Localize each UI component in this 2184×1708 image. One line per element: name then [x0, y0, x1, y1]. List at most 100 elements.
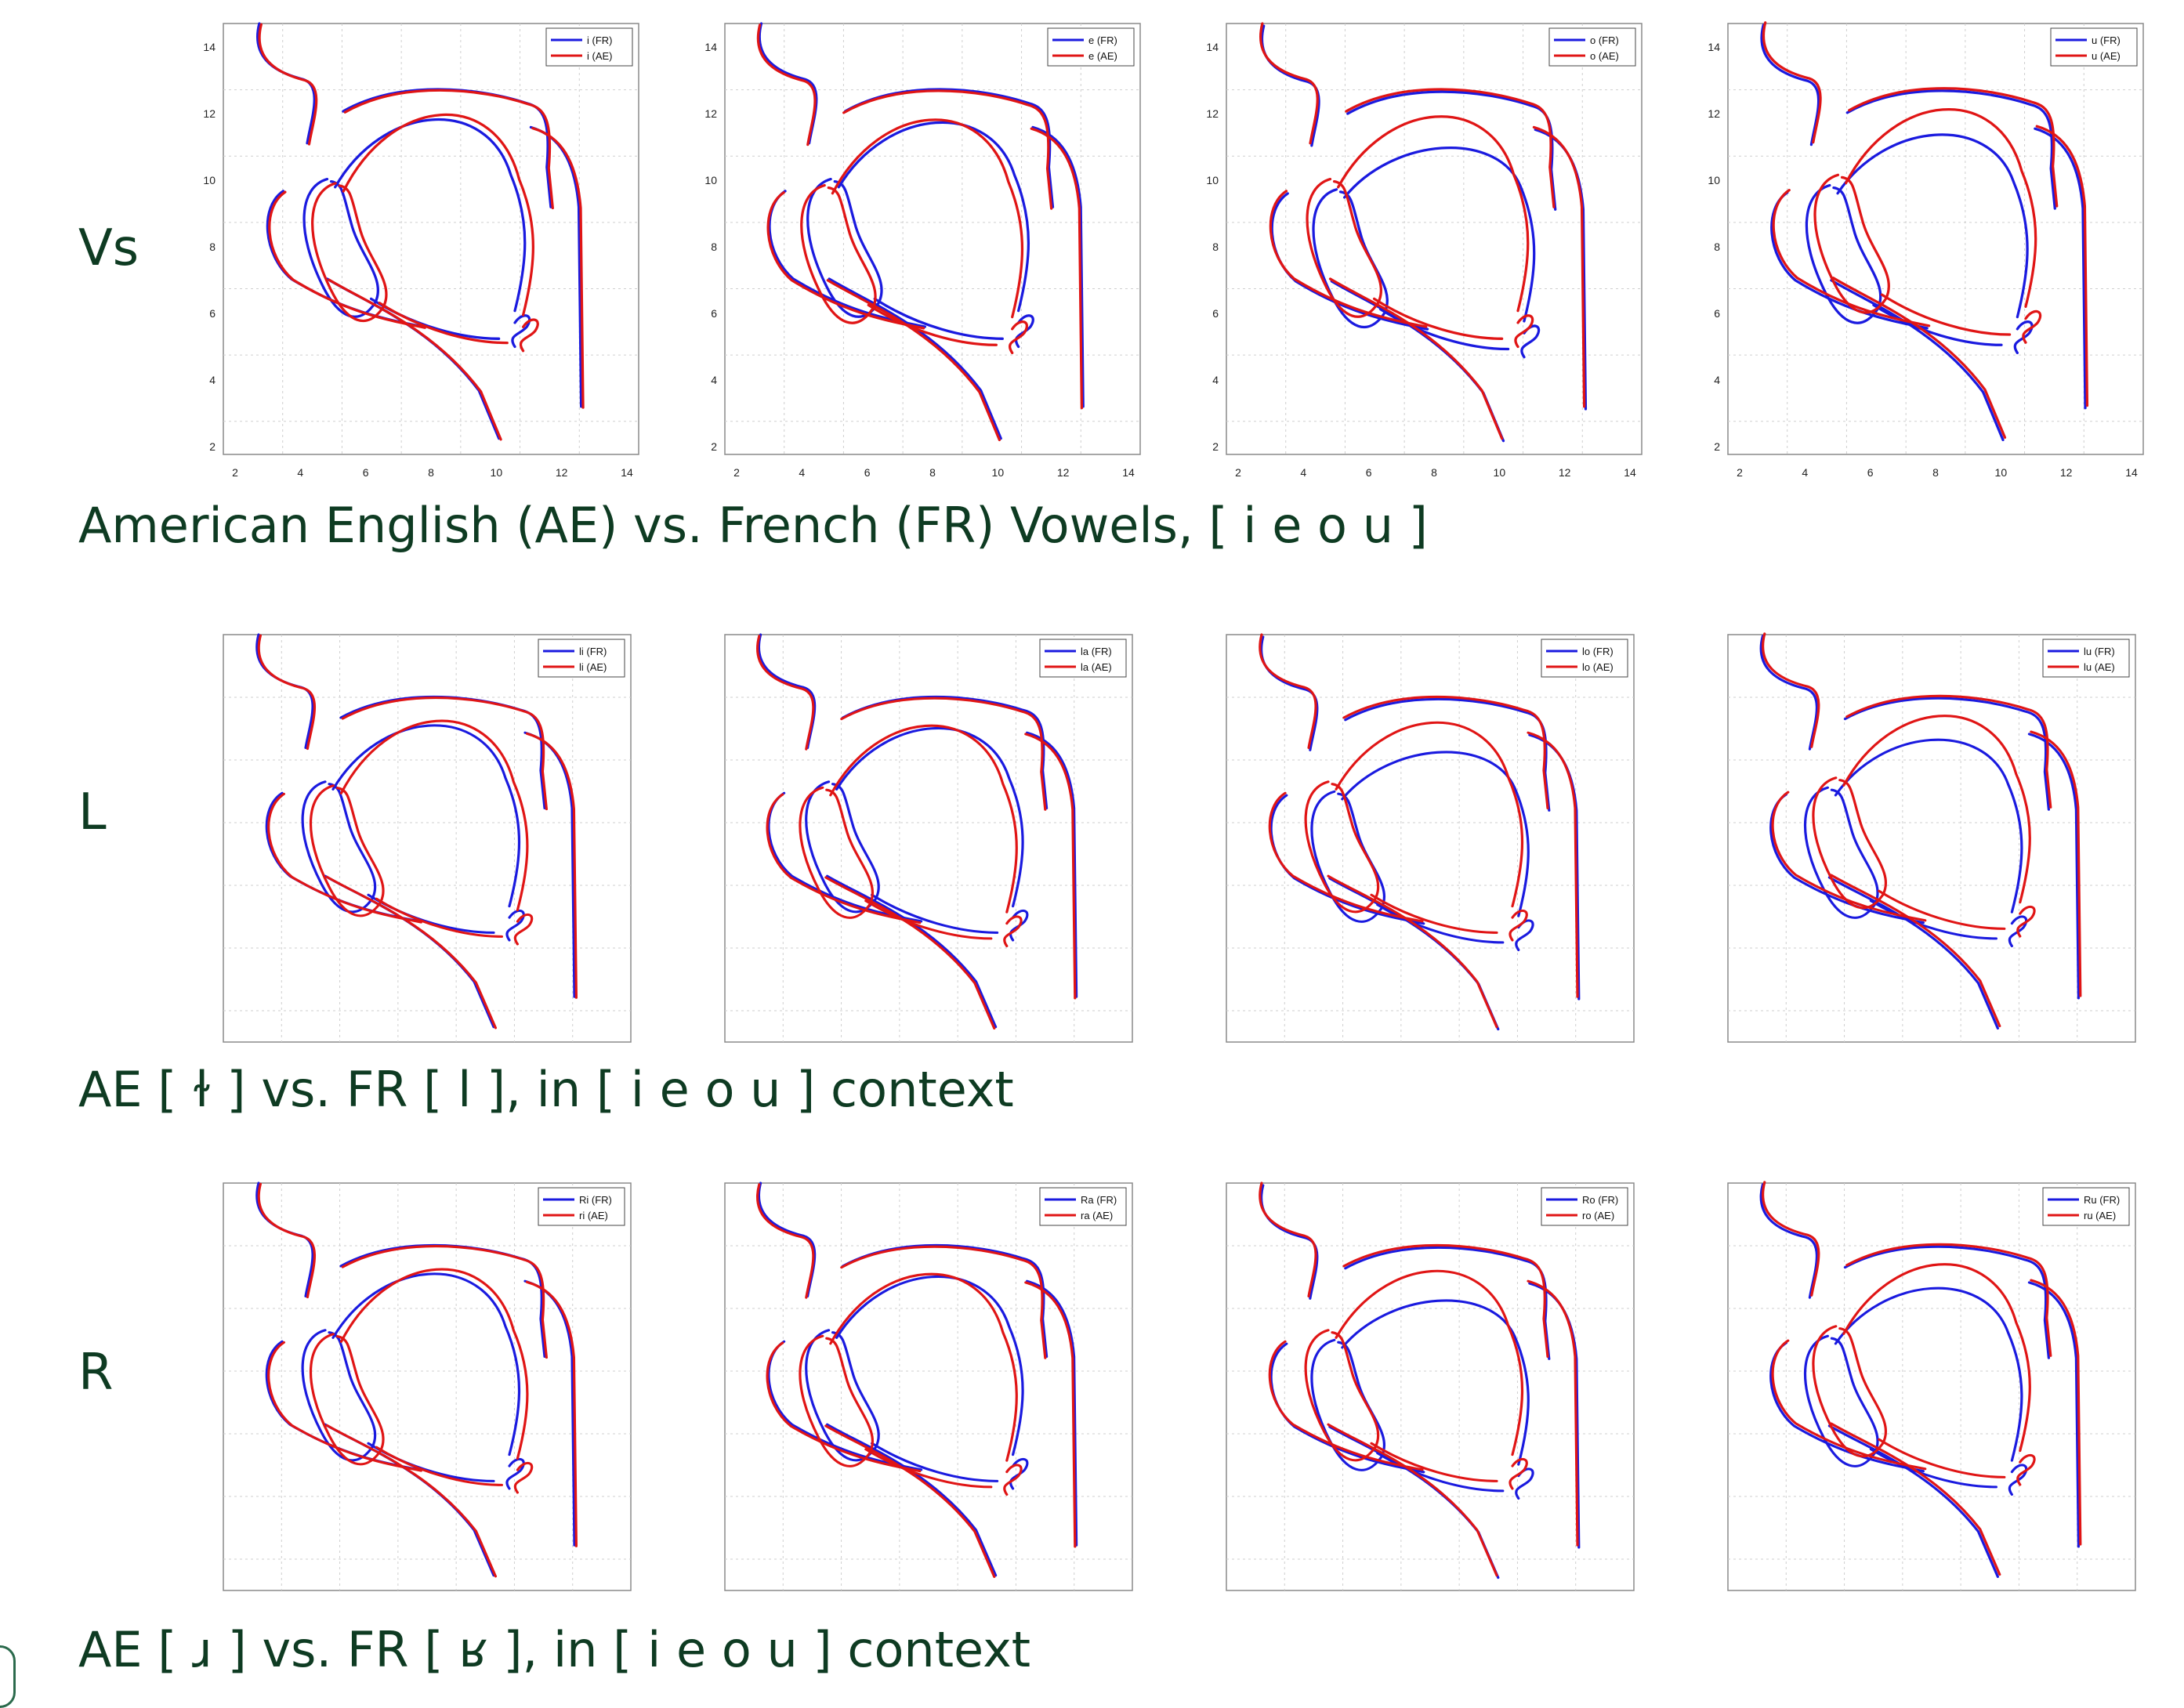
y-tick-label: 8 — [1714, 241, 1720, 253]
x-tick-label: 6 — [363, 466, 369, 479]
fr-contour — [1759, 635, 2080, 1030]
y-tick-label: 4 — [209, 374, 216, 386]
panel-l-o: lo (FR) lo (AE) — [1226, 633, 1635, 1043]
x-tick-label: 6 — [1867, 466, 1874, 479]
x-tick-label: 14 — [621, 466, 633, 479]
panel-vowel-u: 2 4 6 8 10 12 14 2 4 6 8 10 12 14 u (FR) u (AE) — [1708, 21, 2144, 479]
legend: Ru (FR) ru (AE) — [2042, 1187, 2130, 1226]
ae-contour — [257, 634, 578, 1030]
y-tick-label: 8 — [209, 241, 216, 253]
x-tick-label: 10 — [1995, 466, 2008, 479]
ae-contour — [1259, 1181, 1579, 1577]
panel-vowel-i: 2 4 6 8 10 12 14 2 4 6 8 10 12 14 i (FR) i (AE) — [203, 22, 639, 479]
row-label-r: R — [78, 1344, 114, 1402]
x-tick-label: 2 — [1235, 466, 1241, 479]
y-tick-label: 14 — [704, 41, 717, 53]
x-tick-label: 10 — [992, 466, 1005, 479]
legend-fr-label: la (FR) — [1081, 646, 1112, 657]
legend: o (FR) o (AE) — [1548, 27, 1636, 67]
legend-ae-label: la (AE) — [1081, 661, 1112, 673]
legend-fr-label: lo (FR) — [1582, 646, 1614, 657]
row-label-vowels: Vs — [78, 219, 139, 277]
ae-contour — [1259, 633, 1579, 1029]
legend-fr-label: li (FR) — [579, 646, 607, 657]
x-tick-label: 14 — [2125, 466, 2138, 479]
legend: li (FR) li (AE) — [538, 639, 625, 678]
legend-ae-label: ra (AE) — [1081, 1210, 1113, 1221]
legend: e (FR) e (AE) — [1047, 27, 1135, 67]
row-label-l: L — [78, 783, 107, 841]
legend-fr-label: o (FR) — [1590, 34, 1619, 46]
legend-ae-label: lo (AE) — [1582, 661, 1614, 673]
y-tick-label: 8 — [711, 241, 717, 253]
legend: i (FR) i (AE) — [545, 27, 633, 67]
legend-ae-label: o (AE) — [1590, 50, 1619, 62]
y-tick-label: 14 — [203, 41, 216, 53]
panel-l-u: lu (FR) lu (AE) — [1727, 632, 2136, 1043]
legend-fr-label: Ra (FR) — [1081, 1194, 1117, 1206]
x-tick-label: 12 — [1559, 466, 1571, 479]
legend-fr-label: lu (FR) — [2084, 646, 2115, 657]
y-tick-label: 6 — [1212, 307, 1219, 320]
x-tick-label: 2 — [232, 466, 238, 479]
y-tick-label: 4 — [1212, 374, 1219, 386]
legend-ae-label: ro (AE) — [1582, 1210, 1614, 1221]
y-tick-label: 14 — [1206, 41, 1219, 53]
x-tick-label: 8 — [929, 466, 936, 479]
ae-contour — [756, 635, 1077, 1030]
ae-contour — [756, 1183, 1077, 1579]
panel-l-i: li (FR) li (AE) — [223, 633, 632, 1043]
x-tick-label: 6 — [1366, 466, 1372, 479]
panel-vowel-o: 2 4 6 8 10 12 14 2 4 6 8 10 12 14 o (FR) o (AE) — [1206, 22, 1643, 479]
y-tick-label: 2 — [1212, 440, 1219, 453]
legend-fr-label: e (FR) — [1088, 34, 1117, 46]
y-tick-label: 10 — [1708, 174, 1720, 186]
legend-fr-label: Ru (FR) — [2084, 1194, 2120, 1206]
ae-contour — [1259, 22, 1586, 440]
legend: Ri (FR) ri (AE) — [538, 1187, 625, 1226]
panel-r-a: Ra (FR) ra (AE) — [724, 1181, 1133, 1591]
legend-ae-label: li (AE) — [579, 661, 607, 673]
y-tick-label: 2 — [1714, 440, 1720, 453]
x-tick-label: 10 — [1494, 466, 1506, 479]
caption-l: AE [ ɫ ] vs. FR [ l ], in [ i e o u ] co… — [78, 1061, 1014, 1118]
x-tick-label: 2 — [733, 466, 740, 479]
fr-contour — [757, 1181, 1078, 1577]
x-tick-label: 8 — [1932, 466, 1939, 479]
x-tick-label: 4 — [1300, 466, 1306, 479]
x-tick-label: 14 — [1624, 466, 1636, 479]
x-tick-label: 12 — [2060, 466, 2073, 479]
panel-r-i: Ri (FR) ri (AE) — [223, 1181, 632, 1591]
ae-contour — [1762, 632, 2082, 1028]
y-tick-label: 2 — [711, 440, 717, 453]
panel-vowel-e: 2 4 6 8 10 12 14 2 4 6 8 10 12 14 e (FR) e (AE) — [704, 22, 1141, 479]
y-tick-label: 12 — [704, 107, 717, 120]
legend: u (FR) u (AE) — [2050, 27, 2138, 67]
y-tick-label: 6 — [711, 307, 717, 320]
y-tick-label: 14 — [1708, 41, 1720, 53]
x-tick-label: 12 — [1057, 466, 1070, 479]
y-tick-label: 4 — [711, 374, 717, 386]
ae-contour — [258, 23, 585, 441]
panel-r-u: Ru (FR) ru (AE) — [1727, 1181, 2136, 1591]
legend-fr-label: u (FR) — [2092, 34, 2121, 46]
ae-contour — [1762, 1181, 2082, 1576]
x-tick-label: 6 — [864, 466, 871, 479]
y-tick-label: 2 — [209, 440, 216, 453]
caption-vowels: American English (AE) vs. French (FR) Vo… — [78, 497, 1428, 554]
fr-contour — [1760, 24, 2087, 442]
y-tick-label: 10 — [704, 174, 717, 186]
slide-corner-decoration — [0, 1645, 16, 1708]
x-tick-label: 10 — [491, 466, 503, 479]
y-tick-label: 10 — [1206, 174, 1219, 186]
x-tick-label: 4 — [1802, 466, 1808, 479]
ae-contour — [1762, 21, 2089, 440]
panel-r-o: Ro (FR) ro (AE) — [1226, 1181, 1635, 1591]
fr-contour — [758, 22, 1085, 440]
ae-contour — [756, 24, 1084, 442]
y-tick-label: 4 — [1714, 374, 1720, 386]
legend-fr-label: i (FR) — [587, 34, 613, 46]
panel-l-a: la (FR) la (AE) — [724, 633, 1133, 1043]
legend-ae-label: e (AE) — [1088, 50, 1117, 62]
legend-ae-label: u (AE) — [2092, 50, 2121, 62]
